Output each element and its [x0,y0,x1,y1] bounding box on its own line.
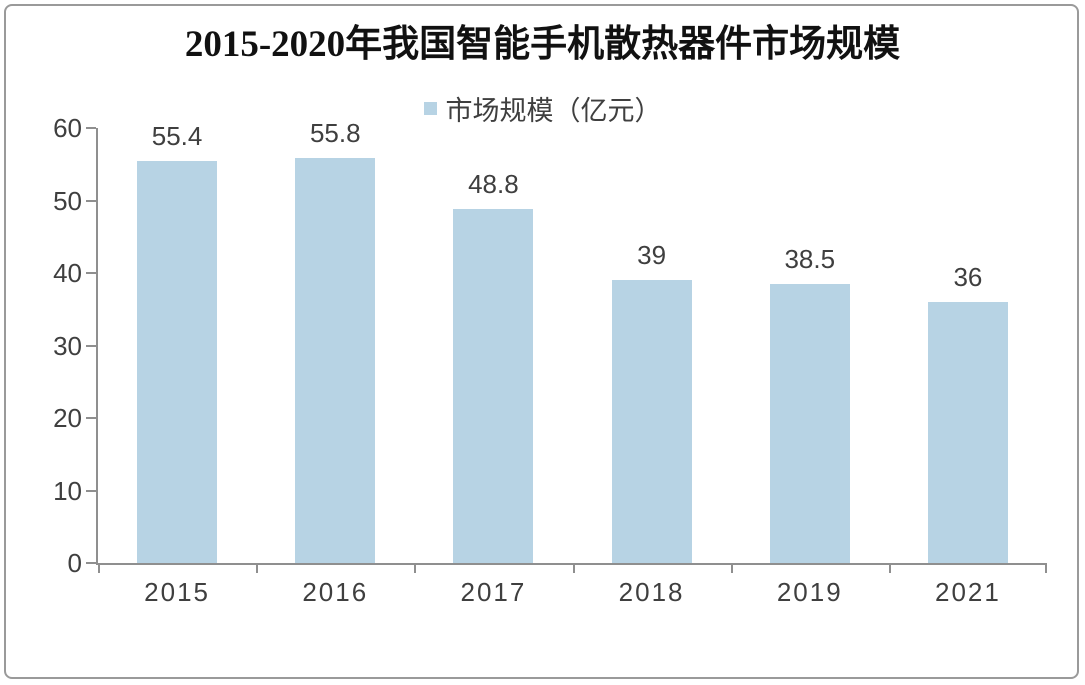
bar-value-label: 36 [953,262,983,292]
x-axis-label: 2016 [302,577,369,607]
y-axis-tick [86,272,96,274]
x-axis-tick [414,563,417,573]
legend: 市场规模（亿元） [0,89,1085,128]
bar-value-label: 55.4 [151,121,203,152]
y-axis-tick [86,344,96,347]
y-axis-tick [86,562,96,564]
bar [295,158,376,563]
x-axis-label: 2015 [144,577,210,607]
plot-area: 0 10 20 30 40 50 60 55.4 2015 55.8 2016 48.8 2017 39 2… [53,113,1047,607]
y-axis-tick [86,127,96,129]
x-axis-tick [98,563,100,573]
y-axis-tick-label: 40 [53,258,82,288]
x-axis-tick [256,563,259,573]
y-axis-tick [86,199,96,202]
bar [769,283,850,563]
y-axis-tick-label: 60 [53,113,82,143]
bar-value-label: 38.5 [784,243,836,274]
y-axis-tick [86,489,96,492]
y-axis-tick-label: 10 [53,475,82,506]
bar-value-label: 55.8 [309,118,361,149]
bar [611,280,692,563]
y-axis-tick-label: 20 [53,403,82,433]
x-axis-tick [730,563,733,573]
bar [453,209,534,563]
x-axis-label: 2019 [776,577,843,607]
x-axis-tick [1045,563,1047,573]
y-axis-tick-label: 0 [67,548,82,578]
x-axis-tick [572,563,575,573]
bar [137,161,218,563]
y-axis-tick-label: 30 [53,330,82,361]
chart-title: 2015-2020年我国智能手机散热器件市场规模 [184,24,901,65]
x-axis-label: 2017 [460,577,527,607]
y-axis-tick [86,417,96,419]
x-axis-label: 2018 [618,577,685,607]
y-axis-tick-label: 50 [53,185,82,216]
legend-marker-icon [423,102,437,115]
bar-value-label: 39 [637,240,667,271]
bar [927,302,1008,563]
x-axis-label: 2021 [934,577,1001,607]
legend-label: 市场规模（亿元） [445,96,662,126]
x-axis-tick [888,563,891,573]
bar-value-label: 48.8 [468,169,519,200]
